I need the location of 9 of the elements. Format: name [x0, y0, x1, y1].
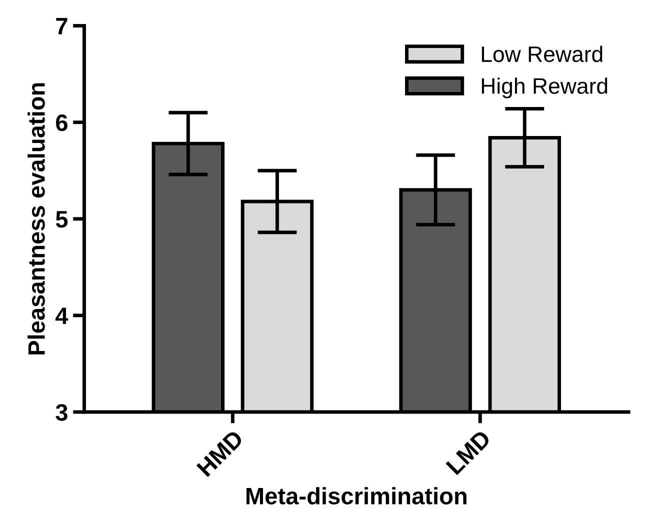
- y-tick-label: 3: [56, 404, 68, 421]
- legend-label: Low Reward: [482, 46, 602, 62]
- y-axis-title: Pleasantness evaluation: [28, 83, 45, 354]
- y-tick-label: 7: [56, 18, 68, 34]
- legend-label: High Reward: [482, 78, 608, 98]
- y-tick-label: 6: [56, 114, 68, 132]
- y-tick-label: 5: [56, 211, 68, 228]
- x-axis-title: Meta-discrimination: [246, 487, 466, 504]
- y-tick-label: 4: [55, 308, 68, 324]
